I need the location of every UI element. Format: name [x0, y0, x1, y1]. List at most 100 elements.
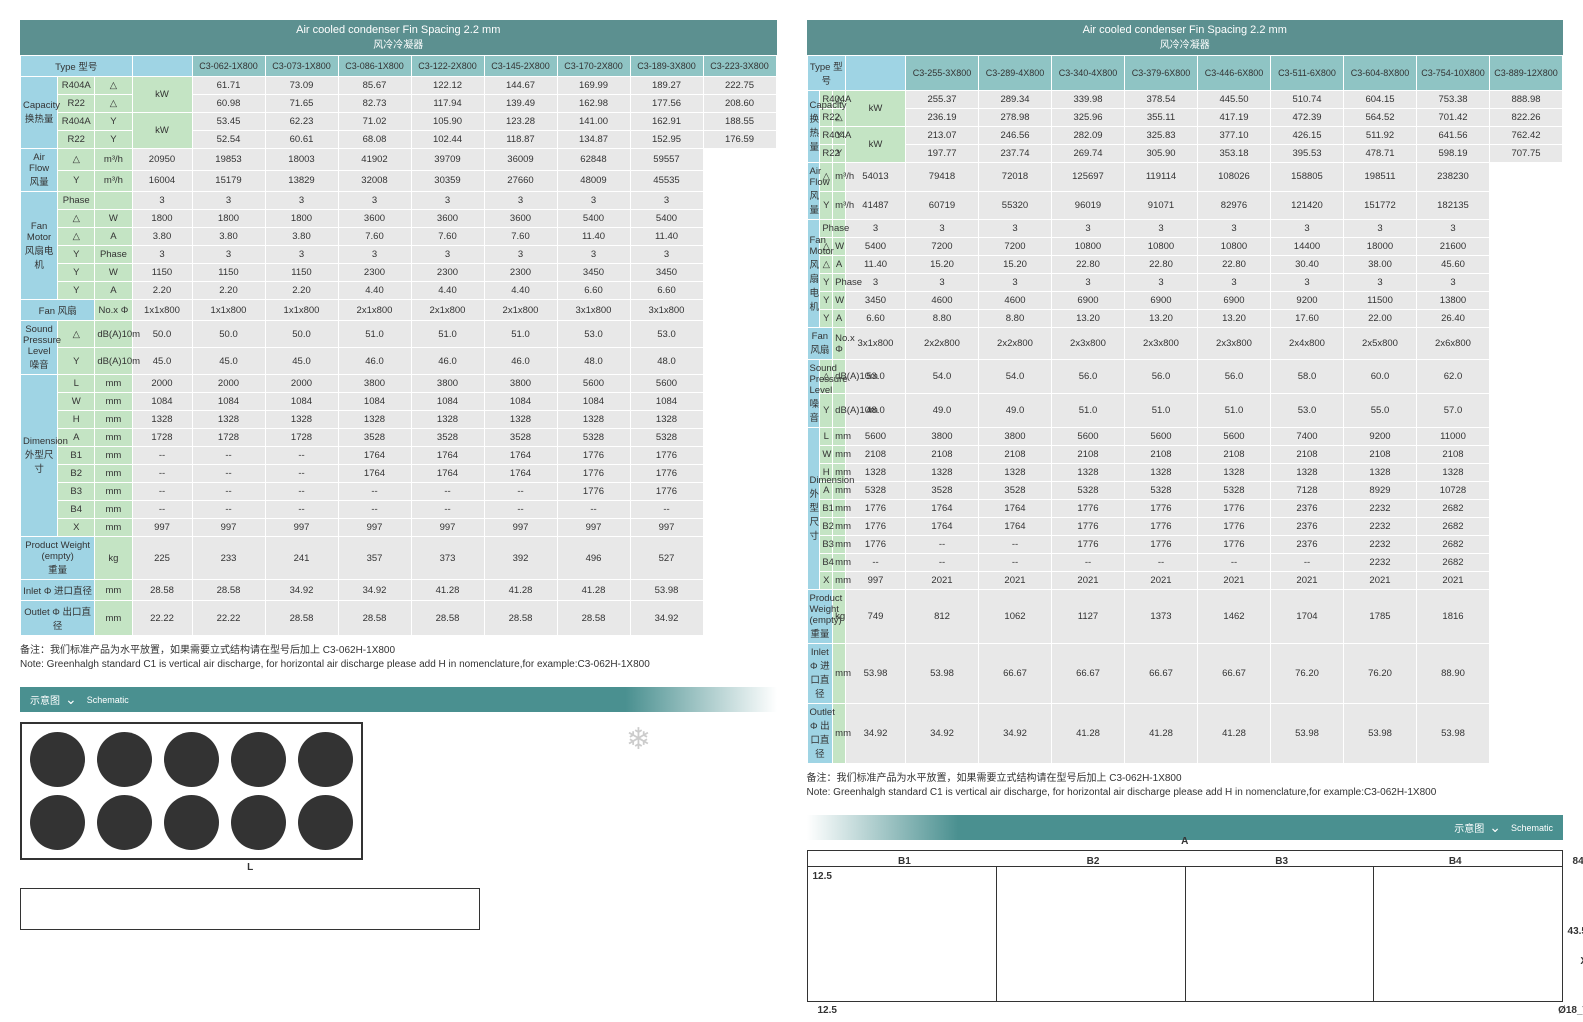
- unit-label: W: [833, 238, 846, 256]
- spec-value: 28.58: [338, 601, 411, 636]
- spec-value: 46.0: [338, 348, 411, 375]
- spec-value: 60.61: [265, 131, 338, 149]
- row-symbol: △: [58, 321, 95, 348]
- spec-value: 34.92: [265, 580, 338, 601]
- spec-table: Type 型号C3-255-3X800C3-289-4X800C3-340-4X…: [807, 55, 1564, 764]
- fan-icon: [97, 732, 152, 787]
- spec-value: 82976: [1198, 191, 1271, 220]
- spec-value: 5400: [846, 238, 906, 256]
- row-group: Inlet Φ 进口直径: [21, 580, 95, 601]
- row-symbol: △: [833, 109, 846, 127]
- spec-value: 45.0: [265, 348, 338, 375]
- row-symbol: B2: [820, 518, 833, 536]
- spec-value: 34.92: [979, 704, 1052, 764]
- spec-value: 2108: [1125, 446, 1198, 464]
- spec-value: 79418: [906, 163, 979, 192]
- spec-value: 17.60: [1271, 310, 1344, 328]
- spec-value: 1764: [979, 500, 1052, 518]
- spec-value: --: [132, 465, 192, 483]
- refrigerant-label: R404A: [58, 113, 95, 131]
- spec-value: 2108: [1271, 446, 1344, 464]
- spec-value: --: [338, 501, 411, 519]
- fan-icon: [298, 795, 353, 850]
- spec-value: 6.60: [557, 282, 630, 300]
- spec-value: 3: [906, 220, 979, 238]
- spec-value: 5328: [846, 482, 906, 500]
- spec-value: 11000: [1417, 428, 1490, 446]
- spec-value: 3528: [338, 429, 411, 447]
- spec-value: 1328: [557, 411, 630, 429]
- spec-value: 3: [1052, 220, 1125, 238]
- row-symbol: H: [58, 411, 95, 429]
- spec-value: 2376: [1271, 536, 1344, 554]
- spec-value: 7128: [1271, 482, 1344, 500]
- spec-value: --: [1271, 554, 1344, 572]
- spec-value: 701.42: [1417, 109, 1490, 127]
- unit-label: mm: [833, 518, 846, 536]
- unit-label: No.x Φ: [95, 300, 132, 321]
- row-group: Product Weight (empty)重量: [807, 590, 833, 644]
- spec-value: 1x1x800: [192, 300, 265, 321]
- spec-value: 2x2x800: [906, 328, 979, 360]
- spec-value: 8929: [1344, 482, 1417, 500]
- spec-value: 564.52: [1344, 109, 1417, 127]
- spec-value: 53.98: [1344, 704, 1417, 764]
- spec-value: 1776: [1125, 518, 1198, 536]
- spec-value: 1328: [265, 411, 338, 429]
- spec-value: 2021: [906, 572, 979, 590]
- spec-value: 233: [192, 537, 265, 580]
- spec-value: 2682: [1417, 536, 1490, 554]
- spec-value: --: [192, 483, 265, 501]
- spec-value: 1764: [979, 518, 1052, 536]
- spec-value: 445.50: [1198, 91, 1271, 109]
- spec-value: 53.98: [846, 644, 906, 704]
- spec-value: 1084: [630, 393, 703, 411]
- spec-value: 3: [1198, 274, 1271, 292]
- row-symbol: △: [95, 95, 132, 113]
- spec-value: 28.58: [132, 580, 192, 601]
- spec-value: 1328: [1271, 464, 1344, 482]
- spec-value: 76.20: [1271, 644, 1344, 704]
- row-symbol: X: [820, 572, 833, 590]
- spec-value: 22.00: [1344, 310, 1417, 328]
- row-symbol: L: [820, 428, 833, 446]
- spec-value: 2021: [1344, 572, 1417, 590]
- spec-value: 997: [846, 572, 906, 590]
- unit-label: A: [833, 310, 846, 328]
- unit-label: mm: [833, 554, 846, 572]
- spec-table: Type 型号C3-062-1X800C3-073-1X800C3-086-1X…: [20, 55, 777, 636]
- spec-value: 6.60: [630, 282, 703, 300]
- fan-icon: [164, 732, 219, 787]
- spec-value: 1328: [411, 411, 484, 429]
- spec-value: 4.40: [338, 282, 411, 300]
- spec-value: 66.67: [1125, 644, 1198, 704]
- spec-value: 144.67: [484, 77, 557, 95]
- spec-value: 2682: [1417, 554, 1490, 572]
- spec-value: 3: [411, 246, 484, 264]
- row-symbol: Y: [58, 170, 95, 192]
- spec-value: 13.20: [1125, 310, 1198, 328]
- spec-value: 3450: [846, 292, 906, 310]
- unit-label: mm: [95, 393, 132, 411]
- side-view: [20, 888, 480, 930]
- spec-value: 3600: [411, 210, 484, 228]
- spec-value: 1776: [1052, 536, 1125, 554]
- spec-value: 62.23: [265, 113, 338, 131]
- spec-value: 11.40: [557, 228, 630, 246]
- spec-value: 55320: [979, 191, 1052, 220]
- spec-value: 45.0: [192, 348, 265, 375]
- spec-value: 41.28: [1052, 704, 1125, 764]
- spec-value: 395.53: [1271, 145, 1344, 163]
- spec-value: --: [132, 501, 192, 519]
- spec-value: --: [192, 465, 265, 483]
- spec-value: 1328: [132, 411, 192, 429]
- spec-value: 141.00: [557, 113, 630, 131]
- spec-value: 2.20: [192, 282, 265, 300]
- fan-icon: [298, 732, 353, 787]
- row-symbol: B3: [58, 483, 95, 501]
- spec-value: 1704: [1271, 590, 1344, 644]
- row-symbol: Y: [820, 292, 833, 310]
- spec-value: 2x1x800: [338, 300, 411, 321]
- unit-label: m³/h: [833, 191, 846, 220]
- table-title: Air cooled condenser Fin Spacing 2.2 mm风…: [807, 20, 1564, 55]
